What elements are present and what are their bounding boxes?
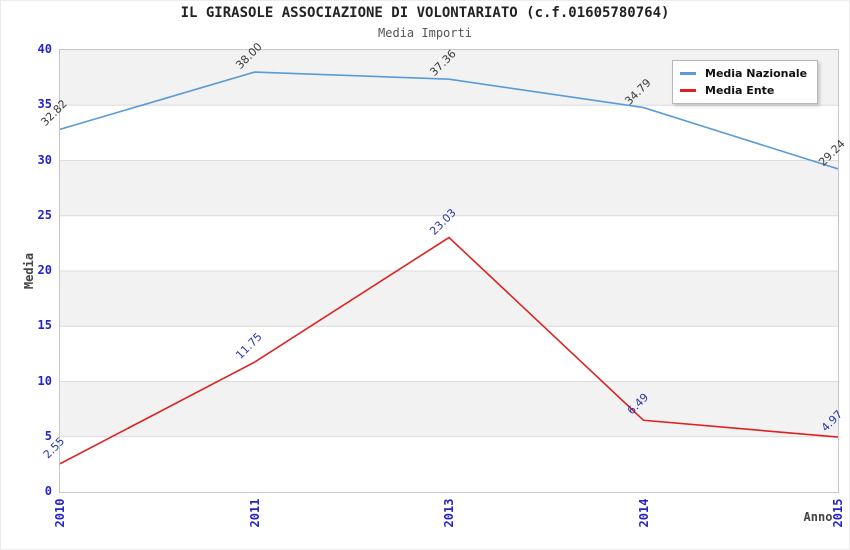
x-tick-label: 2011: [247, 498, 262, 528]
y-tick-label: 0: [44, 484, 52, 498]
plot-band: [60, 215, 838, 271]
legend-item-media-nazionale: Media Nazionale: [680, 65, 807, 82]
x-tick-label: 2014: [636, 498, 651, 528]
legend-line-sample-ente: [680, 89, 696, 92]
legend: Media Nazionale Media Ente: [672, 60, 819, 104]
y-tick-label: 20: [37, 263, 52, 277]
legend-line-sample-nazionale: [680, 72, 696, 75]
plot-band: [60, 160, 838, 216]
y-tick-label: 10: [37, 373, 52, 388]
y-tick-label: 15: [37, 318, 52, 333]
plot-area: [59, 49, 839, 493]
y-tick-label: 35: [37, 97, 52, 112]
plot-band: [60, 271, 838, 327]
plot-band: [60, 326, 838, 382]
y-tick-label: 25: [37, 207, 52, 222]
legend-label-nazionale: Media Nazionale: [705, 67, 808, 80]
legend-label-ente: Media Ente: [705, 84, 775, 97]
plot-band: [60, 105, 838, 161]
plot-band: [60, 436, 838, 492]
x-tick-label: 2013: [442, 498, 456, 528]
chart-title: IL GIRASOLE ASSOCIAZIONE DI VOLONTARIATO…: [180, 5, 670, 21]
series-line-media-ente: [60, 236, 838, 465]
x-axis-title: Anno: [803, 510, 833, 524]
chart-subtitle: Media Importi: [378, 26, 472, 40]
x-tick-label: 2015: [831, 498, 845, 528]
y-tick-label: 30: [37, 152, 52, 167]
legend-item-media-ente: Media Ente: [680, 82, 807, 99]
series-line-media-nazionale: [60, 71, 838, 170]
plot-band: [60, 381, 838, 437]
x-tick-label: 2010: [53, 498, 67, 528]
y-tick-label: 40: [37, 42, 52, 56]
y-tick-label: 5: [44, 428, 52, 443]
